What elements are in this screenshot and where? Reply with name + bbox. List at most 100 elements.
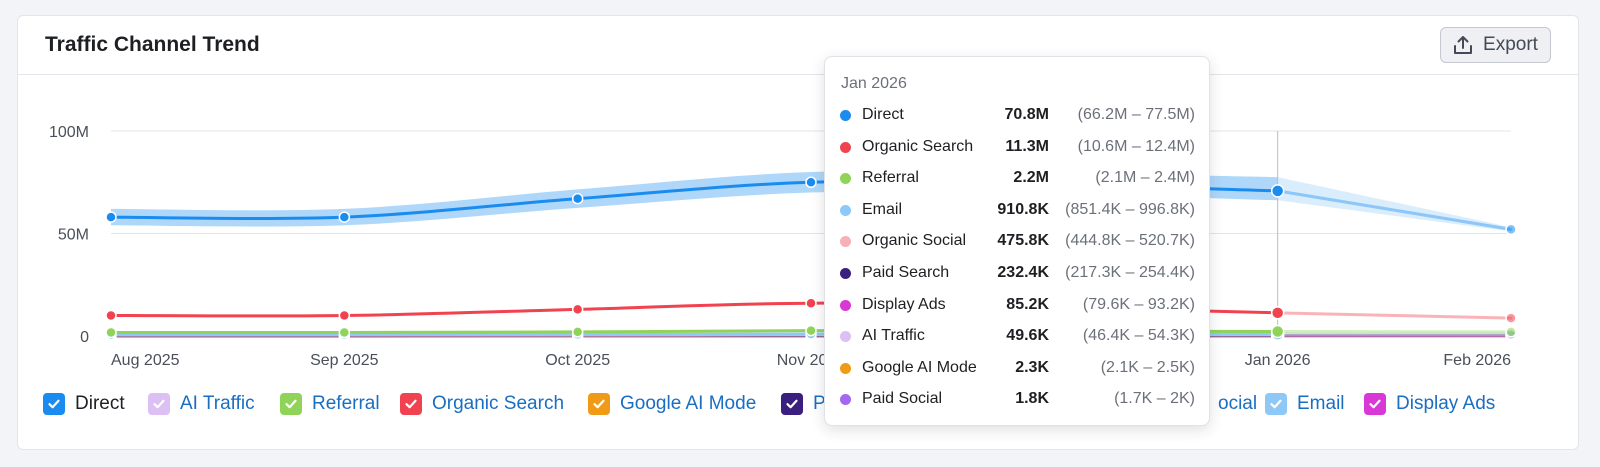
- tooltip-row-email: Email 910.8K (851.4K – 996.8K): [825, 199, 1211, 221]
- card-title: Traffic Channel Trend: [45, 33, 260, 56]
- tooltip-series-range: (79.6K – 93.2K): [1082, 295, 1195, 313]
- tooltip-series-range: (444.8K – 520.7K): [1065, 232, 1195, 250]
- tooltip-row-referral: Referral 2.2M (2.1M – 2.4M): [825, 167, 1211, 189]
- tooltip-series-value: 910.8K: [997, 200, 1049, 218]
- tooltip-title: Jan 2026: [841, 75, 907, 92]
- export-label: Export: [1483, 34, 1538, 55]
- tooltip-series-range: (851.4K – 996.8K): [1065, 200, 1195, 218]
- organic-search-forecast-line: [1276, 311, 1513, 320]
- tooltip-series-value: 2.3K: [1015, 358, 1049, 376]
- tooltip-series-value: 11.3M: [1005, 137, 1049, 155]
- x-tick-label: Sep 2025: [310, 352, 379, 369]
- series-dot-icon: [840, 204, 851, 216]
- tooltip-series-range: (1.7K – 2K): [1114, 390, 1195, 408]
- checkbox-checked-icon[interactable]: [781, 393, 803, 415]
- legend-item-p[interactable]: P: [781, 392, 826, 416]
- series-dot-icon: [840, 331, 851, 343]
- tooltip-series-name: Paid Search: [862, 264, 950, 281]
- series-dot-icon: [840, 268, 851, 279]
- tooltip-row-direct: Direct 70.8M (66.2M – 77.5M): [825, 104, 1211, 126]
- legend-item-referral[interactable]: Referral: [280, 392, 380, 416]
- tooltip-series-name: Referral: [862, 169, 919, 187]
- y-tick-label: 0: [80, 329, 89, 346]
- direct-point: [1270, 184, 1285, 198]
- legend-item-google-ai-mode[interactable]: Google AI Mode: [588, 392, 756, 416]
- tooltip-series-value: 232.4K: [997, 264, 1049, 281]
- legend-label: AI Traffic: [180, 393, 255, 414]
- referral-point: [1270, 324, 1285, 339]
- organic-search-point: [805, 297, 817, 309]
- referral-point: [105, 326, 117, 339]
- x-tick-label: Oct 2025: [545, 352, 610, 369]
- tooltip-series-name: Paid Social: [862, 390, 943, 408]
- tooltip-series-range: (2.1K – 2.5K): [1100, 358, 1195, 376]
- tooltip-series-range: (2.1M – 2.4M): [1095, 169, 1195, 187]
- tooltip-series-range: (217.3K – 254.4K): [1065, 264, 1195, 281]
- tooltip-series-name: Direct: [862, 106, 904, 123]
- tooltip-series-range: (66.2M – 77.5M): [1077, 106, 1195, 123]
- checkbox-checked-icon[interactable]: [400, 393, 422, 415]
- checkbox-checked-icon[interactable]: [1364, 393, 1386, 415]
- x-tick-label: Aug 2025: [111, 352, 180, 369]
- legend-label: ocial: [1218, 393, 1258, 414]
- tooltip-row-display-ads: Display Ads 85.2K (79.6K – 93.2K): [825, 294, 1211, 316]
- direct-point: [805, 176, 817, 188]
- upload-icon: [1453, 35, 1473, 55]
- referral-point: [805, 324, 817, 337]
- x-tick-label: Jan 2026: [1245, 352, 1311, 369]
- series-dot-icon: [840, 394, 851, 406]
- legend-item-display-ads[interactable]: Display Ads: [1364, 392, 1495, 416]
- tooltip-row-paid-search: Paid Search 232.4K (217.3K – 254.4K): [825, 262, 1211, 284]
- legend-item-organic-search[interactable]: Organic Search: [400, 392, 564, 416]
- direct-forecast-line: [1276, 189, 1513, 231]
- checkbox-checked-icon[interactable]: [148, 393, 170, 415]
- series-dot-icon: [840, 141, 851, 153]
- tooltip-row-organic-search: Organic Search 11.3M (10.6M – 12.4M): [825, 136, 1211, 158]
- legend-label: Email: [1297, 393, 1345, 414]
- checkbox-checked-icon[interactable]: [43, 393, 65, 415]
- referral-point: [571, 326, 584, 338]
- tooltip-series-value: 1.8K: [1015, 390, 1049, 408]
- organic-search-point: [105, 309, 117, 322]
- tooltip-series-name: Organic Social: [862, 232, 967, 250]
- header-divider: [18, 74, 1578, 75]
- legend-label: Direct: [75, 393, 125, 414]
- checkbox-checked-icon[interactable]: [280, 393, 302, 415]
- x-tick-label: Feb 2026: [1443, 352, 1511, 369]
- series-dot-icon: [840, 299, 851, 311]
- checkbox-checked-icon[interactable]: [1265, 393, 1287, 415]
- tooltip-series-name: Organic Search: [862, 137, 974, 155]
- direct-point: [338, 211, 351, 223]
- series-dot-icon: [840, 110, 851, 121]
- series-dot-icon: [840, 362, 851, 374]
- direct-point: [1505, 223, 1517, 236]
- tooltip-series-value: 2.2M: [1013, 169, 1049, 187]
- tooltip-row-ai-traffic: AI Traffic 49.6K (46.4K – 54.3K): [825, 325, 1211, 347]
- tooltip-series-value: 85.2K: [1006, 295, 1049, 313]
- checkbox-checked-icon[interactable]: [588, 393, 610, 415]
- legend-label: Display Ads: [1396, 393, 1496, 414]
- direct-point: [105, 211, 117, 223]
- tooltip-series-name: Google AI Mode: [862, 358, 977, 376]
- legend-item-email[interactable]: Email: [1265, 392, 1345, 416]
- chart-tooltip: Jan 2026 Direct 70.8M (66.2M – 77.5M) Organ…: [824, 56, 1210, 426]
- legend-label: Organic Search: [432, 393, 565, 414]
- tooltip-series-range: (46.4K – 54.3K): [1082, 327, 1195, 345]
- traffic-channel-trend-card: Traffic Channel Trend Export: [17, 15, 1579, 450]
- y-tick-label: 50M: [58, 227, 89, 244]
- direct-point: [571, 192, 584, 205]
- export-button[interactable]: Export: [1440, 27, 1551, 63]
- direct-forecast-band: [1277, 177, 1511, 232]
- organic-search-point: [338, 309, 351, 322]
- tooltip-series-name: Display Ads: [862, 295, 946, 313]
- tooltip-series-range: (10.6M – 12.4M): [1077, 137, 1195, 155]
- tooltip-series-value: 49.6K: [1006, 327, 1049, 345]
- referral-point: [1505, 326, 1517, 338]
- tooltip-series-value: 70.8M: [1004, 106, 1049, 123]
- legend-label: P: [813, 393, 826, 414]
- organic-search-point: [1270, 306, 1285, 320]
- referral-point: [338, 326, 351, 339]
- legend-item-direct[interactable]: Direct: [43, 392, 125, 416]
- organic-search-point: [1505, 312, 1517, 324]
- legend-item-ai-traffic[interactable]: AI Traffic: [148, 392, 255, 416]
